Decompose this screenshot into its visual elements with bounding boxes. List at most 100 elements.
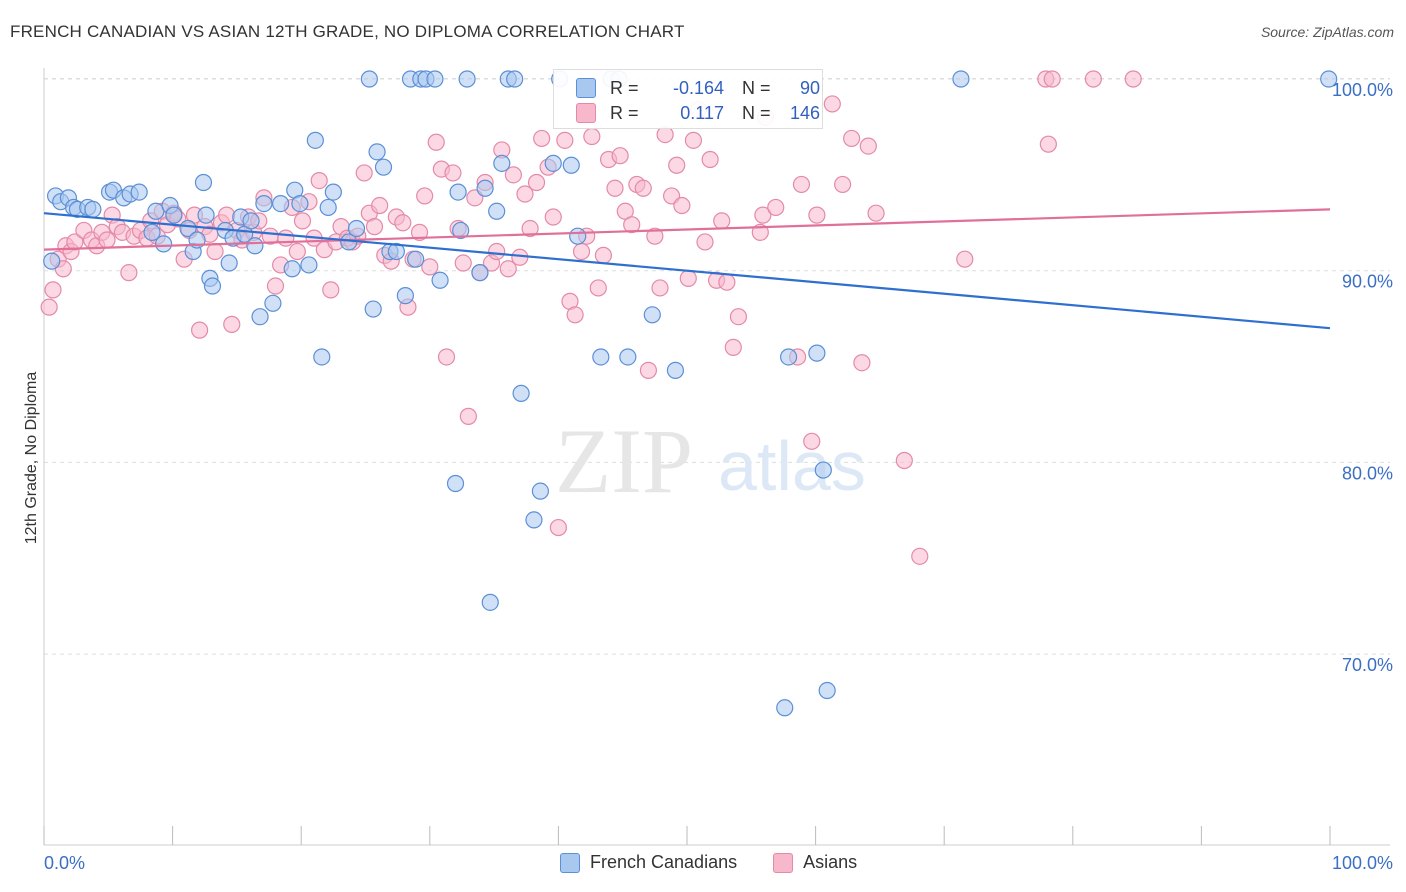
- french-canadians-point: [165, 206, 183, 224]
- asians-point: [808, 206, 826, 224]
- asians-point: [66, 233, 84, 251]
- french-canadians-point: [154, 235, 173, 253]
- asians-point: [583, 127, 601, 146]
- n-value: 90: [799, 77, 820, 98]
- pink-swatch-icon: [576, 103, 596, 123]
- french-canadians-point: [818, 681, 836, 700]
- stats-legend: R = -0.164 N = 90 R = 0.117 N = 146: [553, 69, 823, 129]
- asians-point: [416, 187, 434, 205]
- asians-point: [843, 129, 861, 148]
- n-value: 146: [789, 102, 820, 123]
- watermark-zip: ZIP: [555, 410, 693, 512]
- asians-point: [206, 242, 224, 261]
- asians-point: [218, 206, 236, 224]
- asians-point: [533, 129, 551, 148]
- french-canadians-point: [471, 264, 489, 282]
- n-label: N =: [742, 77, 771, 98]
- french-canadians-point: [368, 143, 386, 161]
- stats-row-french-canadians: R = -0.164 N = 90: [576, 76, 820, 100]
- asians-point: [792, 175, 811, 194]
- french-canadians-point: [569, 227, 587, 245]
- asians-point: [488, 242, 506, 261]
- french-canadians-point: [506, 70, 524, 88]
- y-tick-label: 70.0%: [1342, 655, 1393, 675]
- french-canadians-point: [43, 252, 61, 270]
- asians-point: [516, 185, 534, 203]
- asians-point: [611, 147, 629, 165]
- asians-point: [668, 156, 686, 174]
- french-canadians-point: [808, 344, 826, 362]
- y-tick-labels: 70.0% 80.0% 90.0% 100.0%: [1332, 80, 1393, 675]
- asians-point: [504, 166, 522, 184]
- french-canadians-point: [592, 348, 610, 366]
- source-label: Source: ZipAtlas.com: [1260, 24, 1394, 40]
- french-canadians-point: [251, 308, 269, 326]
- chart-legend: French Canadians Asians: [560, 852, 857, 873]
- asians-point: [1039, 135, 1057, 153]
- asians-point: [803, 432, 821, 450]
- r-label: R =: [610, 102, 639, 123]
- asians-point: [956, 250, 974, 268]
- asians-point: [696, 233, 714, 251]
- french-canadians-point: [619, 348, 637, 366]
- asians-point: [639, 361, 658, 379]
- french-canadians-point: [458, 70, 476, 88]
- r-value: -0.164: [672, 77, 724, 98]
- french-canadians-points: [43, 70, 1338, 717]
- asians-point: [277, 229, 295, 247]
- asians-point: [98, 231, 116, 249]
- french-canadians-point: [396, 287, 414, 305]
- french-canadians-point: [300, 256, 318, 274]
- asians-point: [421, 258, 439, 276]
- french-canadians-point: [666, 361, 685, 379]
- asians-point: [44, 281, 62, 299]
- french-canadians-point: [319, 198, 337, 217]
- french-canadians-point: [360, 70, 378, 88]
- french-canadians-point: [407, 250, 425, 268]
- asians-point: [355, 164, 373, 182]
- asians-point: [679, 269, 697, 287]
- asians-point: [410, 223, 429, 241]
- asians-point: [823, 95, 841, 113]
- asians-point: [288, 242, 306, 261]
- legend-item-french-canadians: French Canadians: [560, 852, 737, 873]
- french-canadians-point: [426, 70, 444, 88]
- french-canadians-point: [246, 237, 264, 255]
- french-canadians-point: [776, 699, 794, 717]
- asians-point: [454, 254, 472, 272]
- french-canadians-point: [130, 183, 148, 201]
- asians-point: [499, 260, 517, 278]
- french-canadians-point: [179, 219, 197, 238]
- asians-point: [713, 212, 731, 230]
- n-label: N =: [742, 102, 771, 123]
- asians-trend-line: [43, 208, 1331, 251]
- x-tick-label: 100.0%: [1332, 853, 1393, 873]
- asians-point: [1084, 70, 1102, 88]
- french-canadians-point: [562, 156, 580, 174]
- axes: [43, 68, 1390, 846]
- french-canadians-point: [374, 158, 393, 176]
- legend-label: Asians: [803, 852, 858, 872]
- french-canadians-point: [446, 474, 465, 493]
- asians-point: [394, 214, 412, 232]
- french-canadians-point: [493, 154, 511, 172]
- french-canadians-point: [814, 461, 832, 479]
- french-canadians-point: [84, 200, 102, 218]
- french-canadians-point: [449, 183, 467, 201]
- french-canadians-point: [264, 294, 282, 312]
- asians-point: [223, 315, 241, 333]
- watermark-atlas: atlas: [718, 427, 866, 505]
- asians-point: [634, 179, 652, 197]
- asians-point: [459, 407, 477, 425]
- y-axis-label: 12th Grade, No Diploma: [23, 372, 40, 545]
- stats-row-asians: R = 0.117 N = 146: [576, 101, 820, 125]
- asians-point: [701, 150, 719, 169]
- french-canadians-point: [1320, 70, 1338, 88]
- gridlines: [44, 78, 1390, 655]
- pink-swatch-icon: [773, 852, 794, 873]
- asians-point: [556, 131, 574, 149]
- legend-item-asians: Asians: [773, 852, 857, 873]
- asians-point: [40, 298, 58, 316]
- asians-point: [724, 338, 742, 356]
